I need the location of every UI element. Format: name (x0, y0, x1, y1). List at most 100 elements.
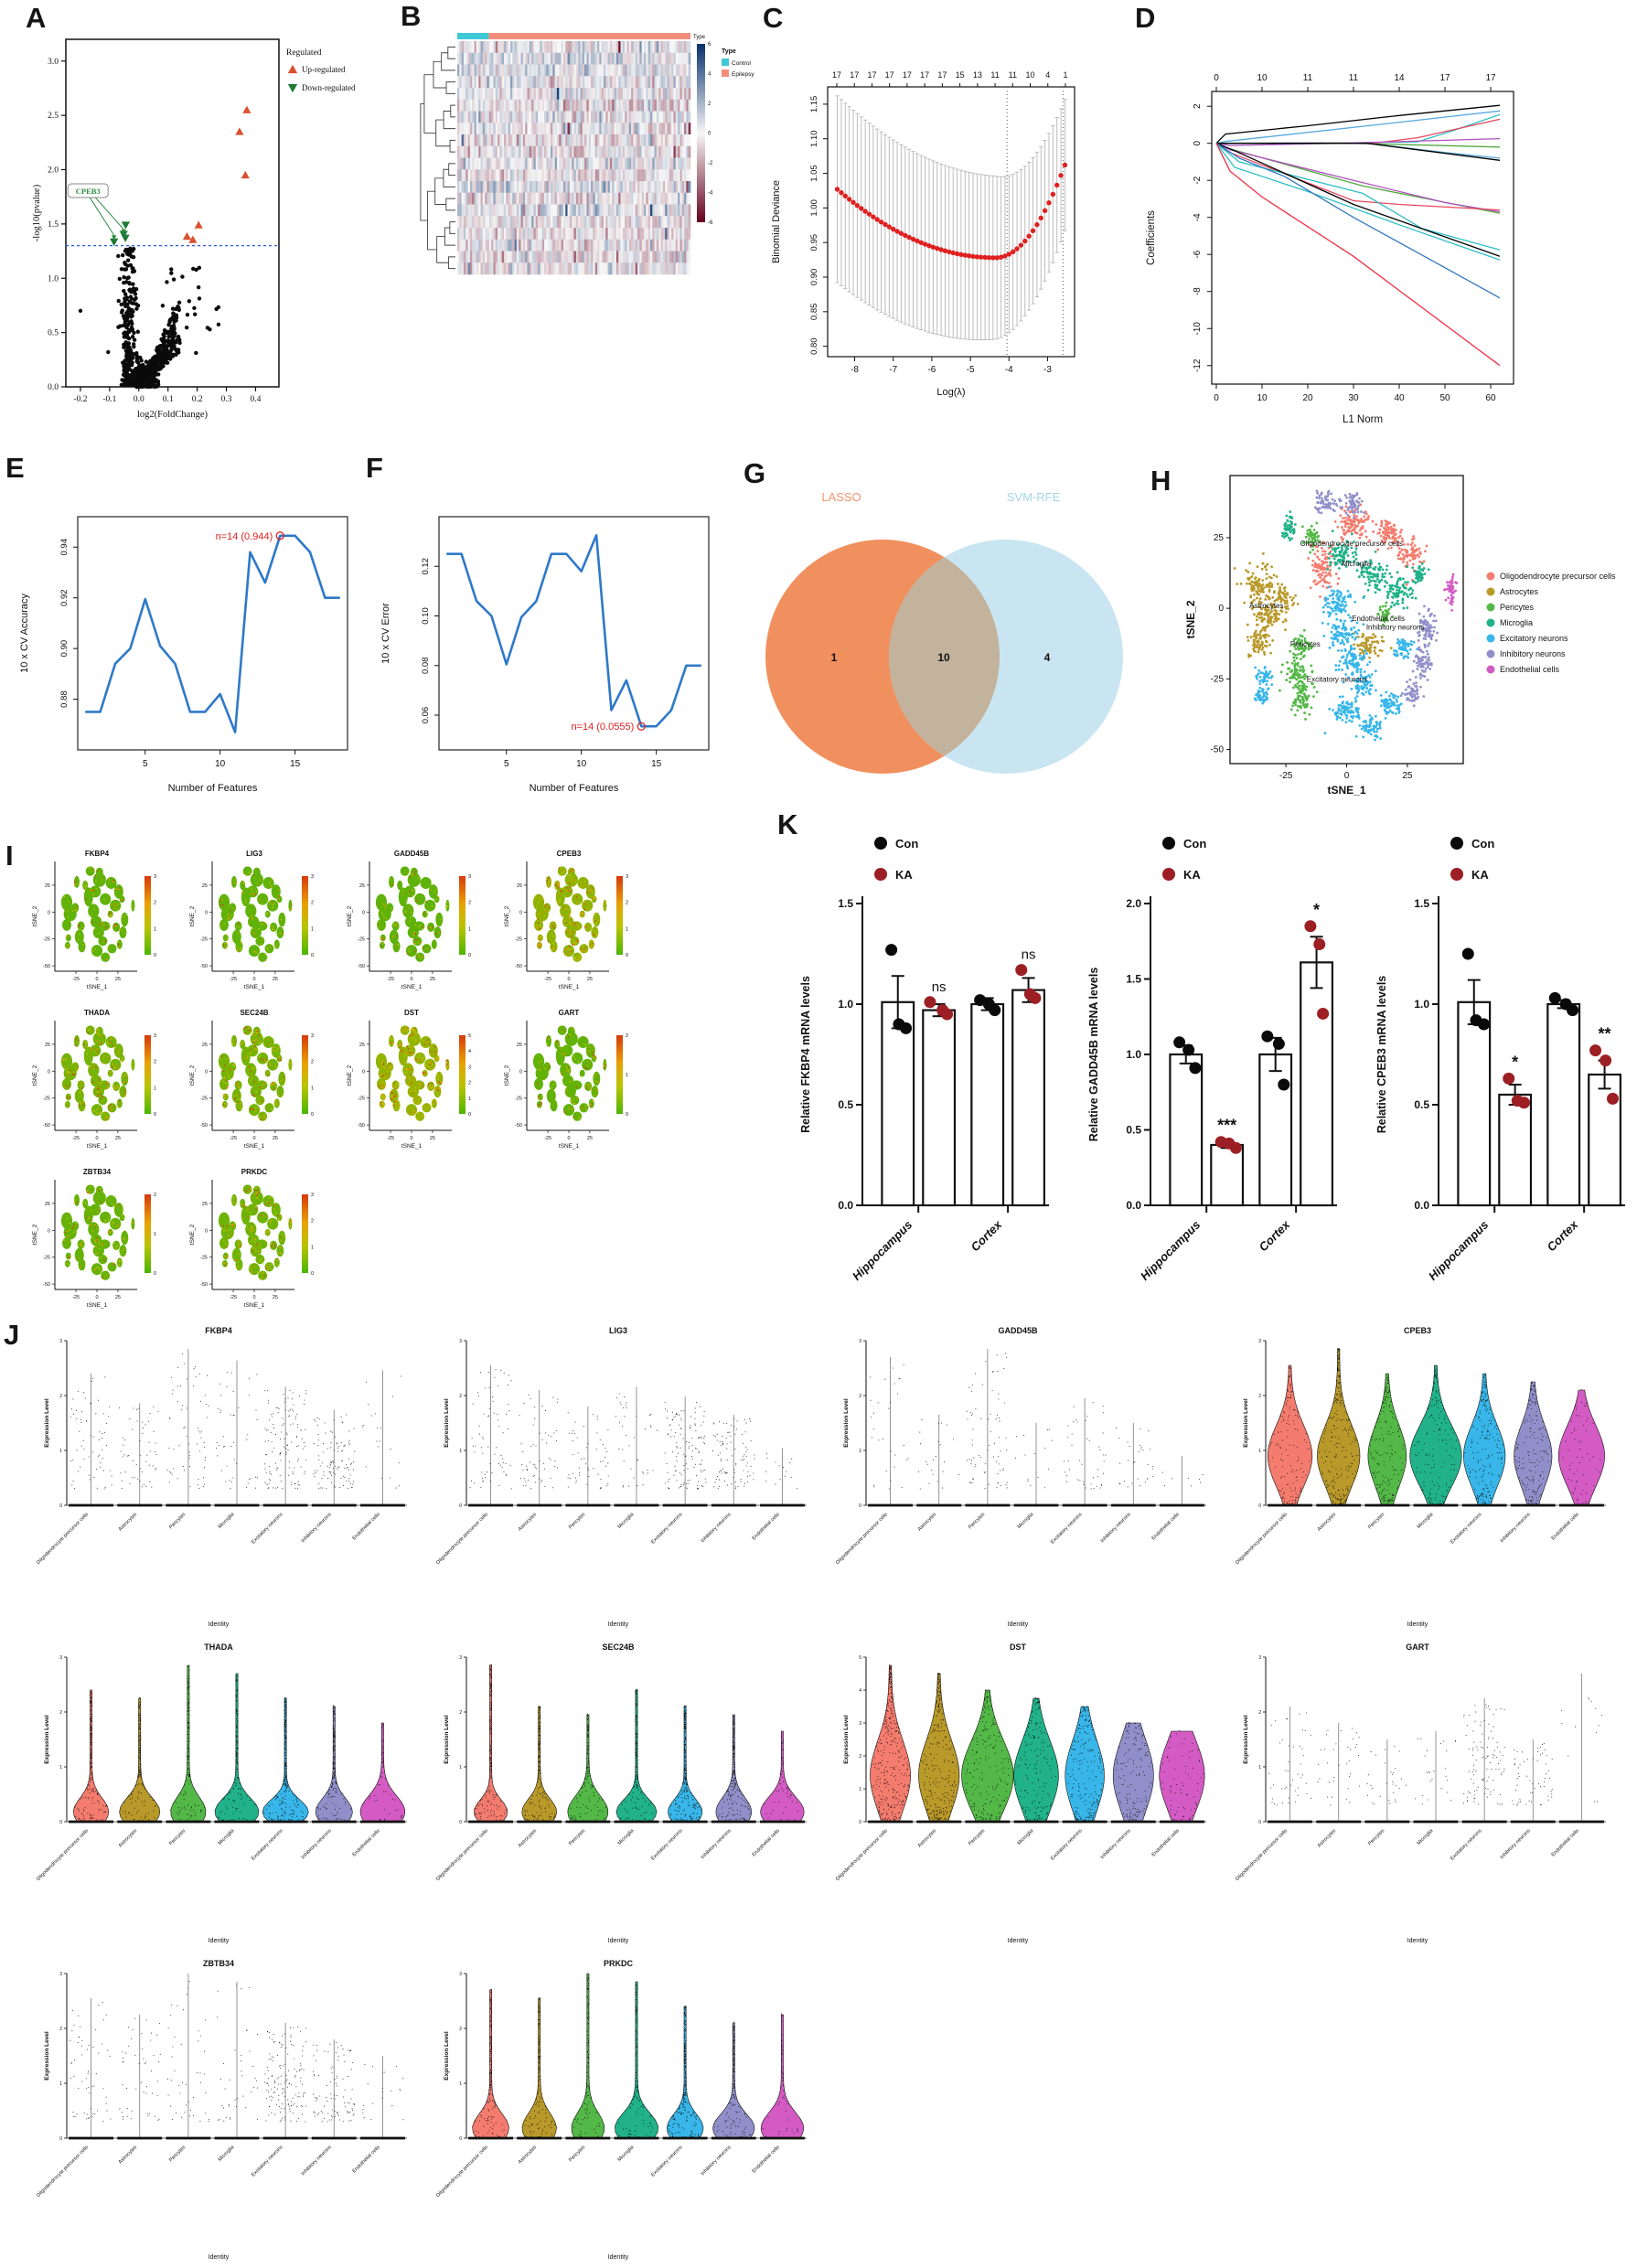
svg-text:0.80: 0.80 (809, 337, 819, 355)
svg-text:3.0: 3.0 (48, 58, 59, 67)
svg-text:Binomial Deviance: Binomial Deviance (771, 180, 782, 263)
svg-text:10 x CV Error: 10 x CV Error (380, 603, 391, 664)
svg-text:2: 2 (708, 102, 712, 107)
svg-text:10: 10 (1257, 393, 1268, 403)
svg-text:log2(FoldChange): log2(FoldChange) (137, 410, 208, 420)
svg-text:25: 25 (1402, 771, 1413, 781)
svg-text:6: 6 (708, 42, 712, 48)
svg-text:0.5: 0.5 (48, 329, 59, 338)
svg-text:0: 0 (1218, 604, 1224, 614)
svg-text:60: 60 (1485, 393, 1496, 403)
svg-text:n=14 (0.0555): n=14 (0.0555) (571, 722, 634, 733)
svg-text:2.5: 2.5 (48, 112, 59, 121)
svg-text:17: 17 (885, 70, 894, 80)
svg-text:1.15: 1.15 (809, 96, 819, 113)
svg-text:0.92: 0.92 (59, 589, 70, 606)
svg-text:0.0: 0.0 (48, 383, 59, 392)
svg-text:11: 11 (990, 70, 999, 80)
svg-text:0.3: 0.3 (221, 395, 232, 404)
svg-text:-6: -6 (1193, 250, 1203, 258)
svg-text:11: 11 (1303, 73, 1313, 83)
svg-text:SVM-RFE: SVM-RFE (1007, 490, 1061, 504)
svg-text:20: 20 (1302, 393, 1313, 403)
svg-text:Number of Features: Number of Features (530, 783, 619, 794)
panel-c-lasso-deviance-plot: 17 17 17 17 17 17 17 15 13 11 11 10 4 1 -8 -7 -6 -5 -4 -3 0.… (759, 0, 1097, 434)
svg-text:Up-regulated: Up-regulated (302, 65, 346, 74)
svg-text:-2: -2 (1193, 176, 1203, 184)
svg-text:-0.2: -0.2 (73, 395, 87, 404)
svg-text:15: 15 (290, 759, 301, 769)
svg-text:30: 30 (1348, 393, 1359, 403)
svg-text:tSNE_1: tSNE_1 (1327, 784, 1365, 797)
svg-text:Down-regulated: Down-regulated (302, 83, 356, 92)
svg-text:-2: -2 (708, 161, 713, 166)
panel-a-volcano-plot: -0.2 -0.1 0.0 0.1 0.2 0.3 0.4 0.0 0.5 1.0 1.5 2.0 2.… (27, 7, 421, 437)
svg-text:17: 17 (867, 70, 876, 80)
svg-text:4: 4 (1044, 651, 1051, 664)
svg-text:Type: Type (722, 48, 736, 55)
svg-text:11: 11 (1349, 73, 1359, 83)
panel-i-feature-plots: FKBP4 25 0 -25 -50 -25 0 25 tSNE_1 tSNE_2 3 2 1 0 LIG3… (9, 841, 649, 1326)
svg-text:-50: -50 (1211, 745, 1225, 755)
panel-e-svm-accuracy-curve: 5 10 15 0.88 0.90 0.92 0.94 Number of Features 1… (9, 430, 375, 828)
svg-text:0.12: 0.12 (421, 558, 431, 575)
svg-text:Type: Type (693, 35, 706, 40)
panel-f-svm-error-curve: 5 10 15 0.06 0.08 0.10 0.12 Number of Features 1… (370, 430, 736, 828)
svg-text:-0.1: -0.1 (102, 395, 116, 404)
svg-text:0.88: 0.88 (59, 690, 70, 708)
panel-d-lasso-coefficient-paths: 0 0 10 10 20 11 30 11 40 14 50 17 60 17 2 0 -2 -4 -6 -8 -10-… (1125, 0, 1555, 434)
svg-text:Control: Control (732, 60, 752, 67)
svg-text:15: 15 (956, 70, 965, 80)
svg-text:40: 40 (1394, 393, 1405, 403)
svg-text:0: 0 (1214, 393, 1219, 403)
panel-label-i: I (5, 840, 14, 872)
svg-text:1.10: 1.10 (809, 130, 819, 147)
panel-label-h: H (1150, 465, 1172, 497)
svg-text:50: 50 (1439, 393, 1450, 403)
panel-label-k: K (777, 808, 798, 840)
panel-g-venn-diagram: LASSO SVM-RFE 1 10 4 (732, 428, 1143, 826)
svg-text:-12: -12 (1193, 358, 1203, 372)
svg-text:0: 0 (1193, 140, 1203, 145)
panel-label-b: B (401, 0, 422, 32)
svg-text:13: 13 (973, 70, 982, 80)
svg-text:2.0: 2.0 (48, 166, 59, 176)
svg-text:L1 Norm: L1 Norm (1343, 414, 1383, 425)
svg-text:-25: -25 (1279, 771, 1293, 781)
svg-text:-8: -8 (851, 365, 859, 375)
svg-text:Log(λ): Log(λ) (936, 387, 965, 398)
svg-text:CPEB3: CPEB3 (76, 187, 101, 196)
svg-text:25: 25 (1214, 533, 1225, 543)
svg-text:-4: -4 (1193, 213, 1203, 221)
svg-text:10: 10 (1257, 73, 1268, 83)
svg-text:4: 4 (1045, 70, 1050, 80)
svg-text:0.08: 0.08 (421, 658, 431, 675)
panel-k-qpcr-bar-charts: Con KA 0.0 0.5 1.0 1.5 Relative FKBP4 mRNA lev… (782, 812, 1637, 1329)
panel-label-g: G (744, 457, 766, 489)
panel-label-d: D (1135, 2, 1156, 34)
svg-text:0: 0 (1214, 73, 1219, 83)
svg-text:-7: -7 (889, 365, 897, 375)
svg-text:17: 17 (850, 70, 859, 80)
svg-text:17: 17 (832, 70, 841, 80)
panel-label-f: F (366, 452, 383, 484)
svg-text:17: 17 (937, 70, 947, 80)
svg-text:-6: -6 (927, 365, 936, 375)
svg-text:0.06: 0.06 (421, 707, 431, 724)
svg-text:0: 0 (708, 132, 712, 137)
svg-text:-log10(pvalue): -log10(pvalue) (32, 184, 42, 241)
svg-text:0.85: 0.85 (809, 304, 819, 321)
svg-text:17: 17 (903, 70, 912, 80)
svg-text:17: 17 (1485, 73, 1496, 83)
svg-text:14: 14 (1394, 73, 1405, 83)
svg-text:10: 10 (215, 759, 226, 769)
panel-label-e: E (5, 452, 25, 484)
svg-text:-10: -10 (1193, 322, 1203, 336)
svg-text:n=14 (0.944): n=14 (0.944) (216, 531, 273, 542)
svg-text:1.0: 1.0 (48, 274, 59, 284)
svg-text:-4: -4 (708, 191, 713, 197)
svg-text:Number of Features: Number of Features (168, 783, 258, 794)
svg-text:1: 1 (1063, 70, 1067, 80)
svg-text:0.90: 0.90 (59, 640, 70, 658)
svg-text:4: 4 (708, 72, 712, 78)
